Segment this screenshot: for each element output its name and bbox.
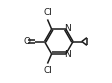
Text: O: O xyxy=(23,37,30,46)
Text: N: N xyxy=(64,24,70,33)
Text: Cl: Cl xyxy=(43,66,52,75)
Text: N: N xyxy=(64,50,70,59)
Text: Cl: Cl xyxy=(43,8,52,17)
